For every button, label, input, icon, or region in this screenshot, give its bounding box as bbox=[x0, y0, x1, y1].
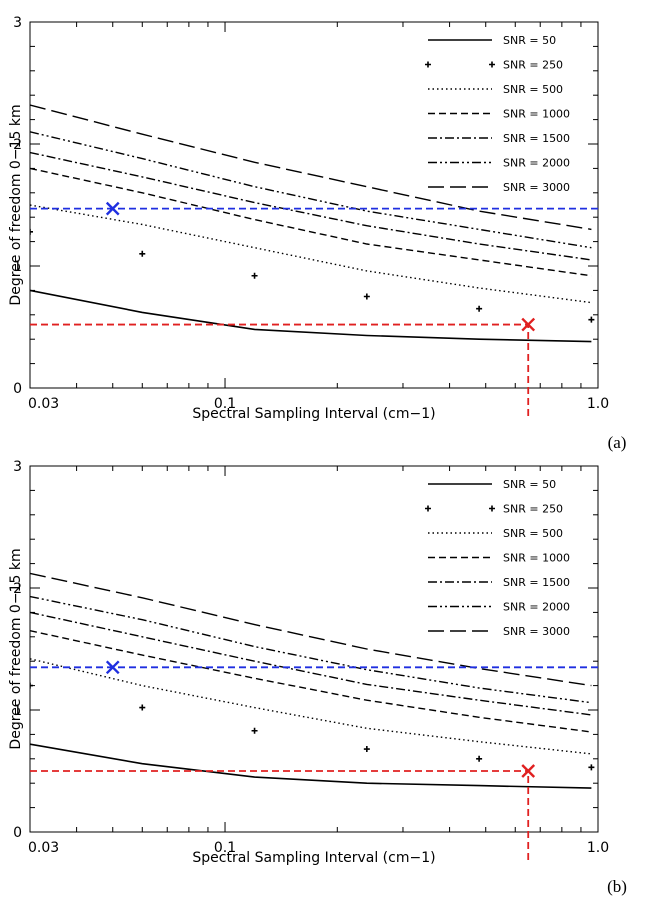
series-point-snr-250 bbox=[363, 746, 370, 753]
x-tick-label: 0.03 bbox=[28, 840, 59, 856]
legend-entry-snr-1000: SNR = 1000 bbox=[503, 552, 570, 565]
y-tick-label: 0 bbox=[13, 381, 22, 397]
series-point-snr-250 bbox=[30, 228, 33, 235]
series-line-snr-50 bbox=[30, 743, 592, 789]
marker-cross bbox=[521, 764, 536, 778]
legend-entry-snr-2000: SNR = 2000 bbox=[503, 157, 570, 170]
legend-entry-snr-50: SNR = 50 bbox=[503, 478, 556, 491]
legend-symbol-snr-250 bbox=[425, 505, 431, 512]
series-point-snr-250 bbox=[476, 305, 483, 312]
series-line-snr-1500 bbox=[30, 611, 592, 716]
x-tick-label: 0.03 bbox=[28, 396, 59, 412]
series-line-snr-1500 bbox=[30, 151, 592, 261]
chart-panel-1: 0.03 0.1 1.0 0 1 2 3 Spectral Sampling Interval… bbox=[8, 15, 626, 452]
series-line-snr-2000 bbox=[30, 131, 592, 249]
marker-cross bbox=[521, 317, 536, 332]
x-tick-label: 0.1 bbox=[214, 396, 236, 412]
legend-entry-snr-500: SNR = 500 bbox=[503, 83, 563, 96]
legend-symbol-snr-250 bbox=[489, 61, 495, 68]
plot-area bbox=[30, 104, 595, 343]
series-line-snr-50 bbox=[30, 289, 592, 343]
legend-entry-snr-1500: SNR = 1500 bbox=[503, 132, 570, 145]
marker-cross bbox=[105, 660, 120, 675]
series-point-snr-250 bbox=[588, 764, 595, 771]
legend-entry-snr-1500: SNR = 1500 bbox=[503, 576, 570, 589]
chart-panel-2: 0.03 0.1 1.0 0 1 2 3 Spectral Sampling Interval… bbox=[8, 459, 627, 896]
series-line-snr-1000 bbox=[30, 167, 592, 277]
legend-entry-snr-3000: SNR = 3000 bbox=[503, 625, 570, 638]
legend-symbol-snr-250 bbox=[489, 505, 495, 512]
legend: SNR = 50 SNR = 250 SNR = 500 SNR = 1000 SNR … bbox=[425, 478, 570, 638]
series-point-snr-250 bbox=[363, 293, 370, 300]
series-line-snr-3000 bbox=[30, 104, 592, 231]
y-tick-label: 1 bbox=[13, 259, 22, 275]
legend-entry-snr-2000: SNR = 2000 bbox=[503, 601, 570, 614]
y-tick-label: 2 bbox=[13, 581, 22, 597]
y-tick-label: 3 bbox=[13, 15, 22, 31]
series-point-snr-250 bbox=[139, 250, 146, 257]
series-point-snr-250 bbox=[588, 316, 595, 323]
x-tick-label: 0.1 bbox=[214, 840, 236, 856]
y-axis-label: Degree of freedom 0−15 km bbox=[8, 104, 24, 305]
panel-label: (a) bbox=[608, 433, 627, 452]
series-line-snr-500 bbox=[30, 204, 592, 304]
legend-entry-snr-50: SNR = 50 bbox=[503, 34, 556, 47]
y-tick-label: 1 bbox=[13, 703, 22, 719]
legend-entry-snr-250: SNR = 250 bbox=[503, 59, 563, 72]
x-axis-label: Spectral Sampling Interval (cm−1) bbox=[192, 850, 435, 866]
y-tick-label: 0 bbox=[13, 825, 22, 841]
series-point-snr-250 bbox=[251, 727, 258, 734]
y-tick-label: 2 bbox=[13, 137, 22, 153]
legend-entry-snr-250: SNR = 250 bbox=[503, 503, 563, 516]
x-axis-label: Spectral Sampling Interval (cm−1) bbox=[192, 406, 435, 422]
x-tick-label: 1.0 bbox=[587, 840, 609, 856]
series-line-snr-3000 bbox=[30, 572, 592, 687]
marker-cross bbox=[105, 201, 120, 216]
series-line-snr-1000 bbox=[30, 630, 592, 733]
y-tick-label: 3 bbox=[13, 459, 22, 475]
legend: SNR = 50 SNR = 250 SNR = 500 SNR = 1000 SNR … bbox=[425, 34, 570, 194]
plot-area bbox=[30, 572, 595, 789]
series-line-snr-2000 bbox=[30, 595, 592, 704]
legend-entry-snr-1000: SNR = 1000 bbox=[503, 108, 570, 121]
legend-entry-snr-3000: SNR = 3000 bbox=[503, 181, 570, 194]
series-point-snr-250 bbox=[139, 704, 146, 711]
x-tick-label: 1.0 bbox=[587, 396, 609, 412]
y-axis-label: Degree of freedom 0−15 km bbox=[8, 548, 24, 749]
series-point-snr-250 bbox=[251, 272, 258, 279]
series-point-snr-250 bbox=[476, 755, 483, 762]
plot-frame bbox=[29, 465, 599, 833]
legend-symbol-snr-250 bbox=[425, 61, 431, 68]
panel-label: (b) bbox=[607, 877, 627, 896]
series-point-snr-250 bbox=[30, 682, 33, 689]
legend-entry-snr-500: SNR = 500 bbox=[503, 527, 563, 540]
